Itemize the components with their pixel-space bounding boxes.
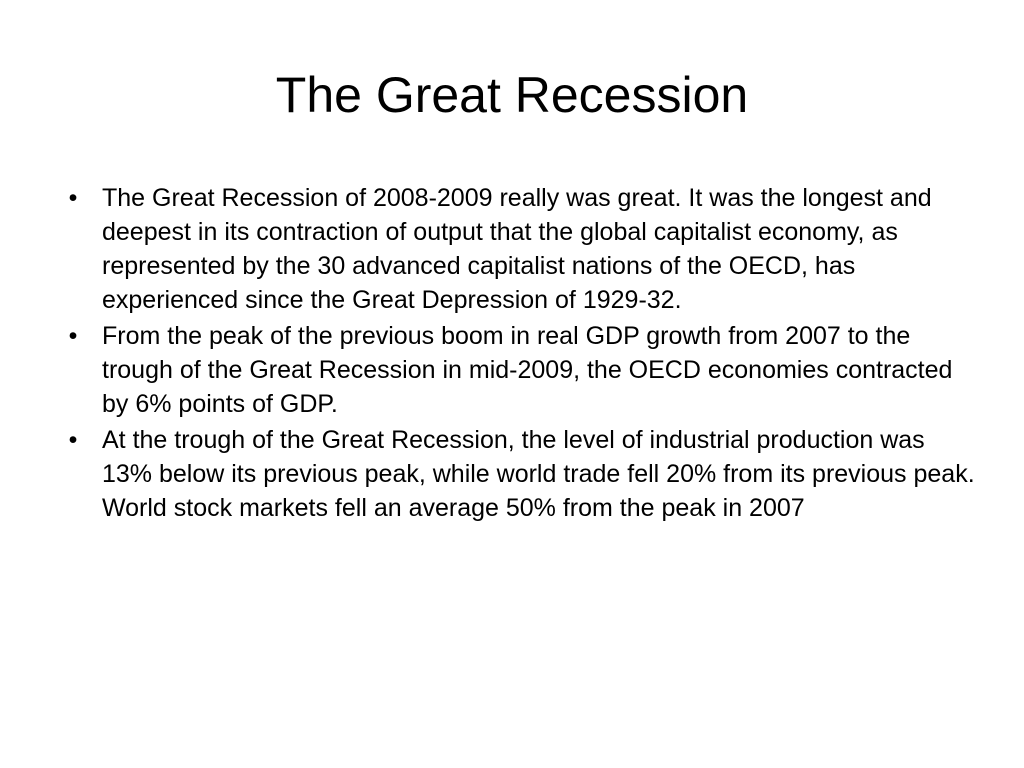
bullet-text: At the trough of the Great Recession, th… (102, 426, 975, 522)
bullet-item: • From the peak of the previous boom in … (58, 319, 978, 421)
bullet-item: • The Great Recession of 2008-2009 reall… (58, 181, 978, 317)
bullet-list: • The Great Recession of 2008-2009 reall… (58, 181, 978, 527)
bullet-icon: • (68, 184, 78, 212)
bullet-text: The Great Recession of 2008-2009 really … (102, 184, 932, 314)
bullet-icon: • (68, 322, 78, 350)
slide-title: The Great Recession (275, 67, 749, 123)
bullet-text: From the peak of the previous boom in re… (102, 322, 953, 418)
bullet-item: • At the trough of the Great Recession, … (58, 423, 978, 525)
bullet-icon: • (68, 426, 78, 454)
